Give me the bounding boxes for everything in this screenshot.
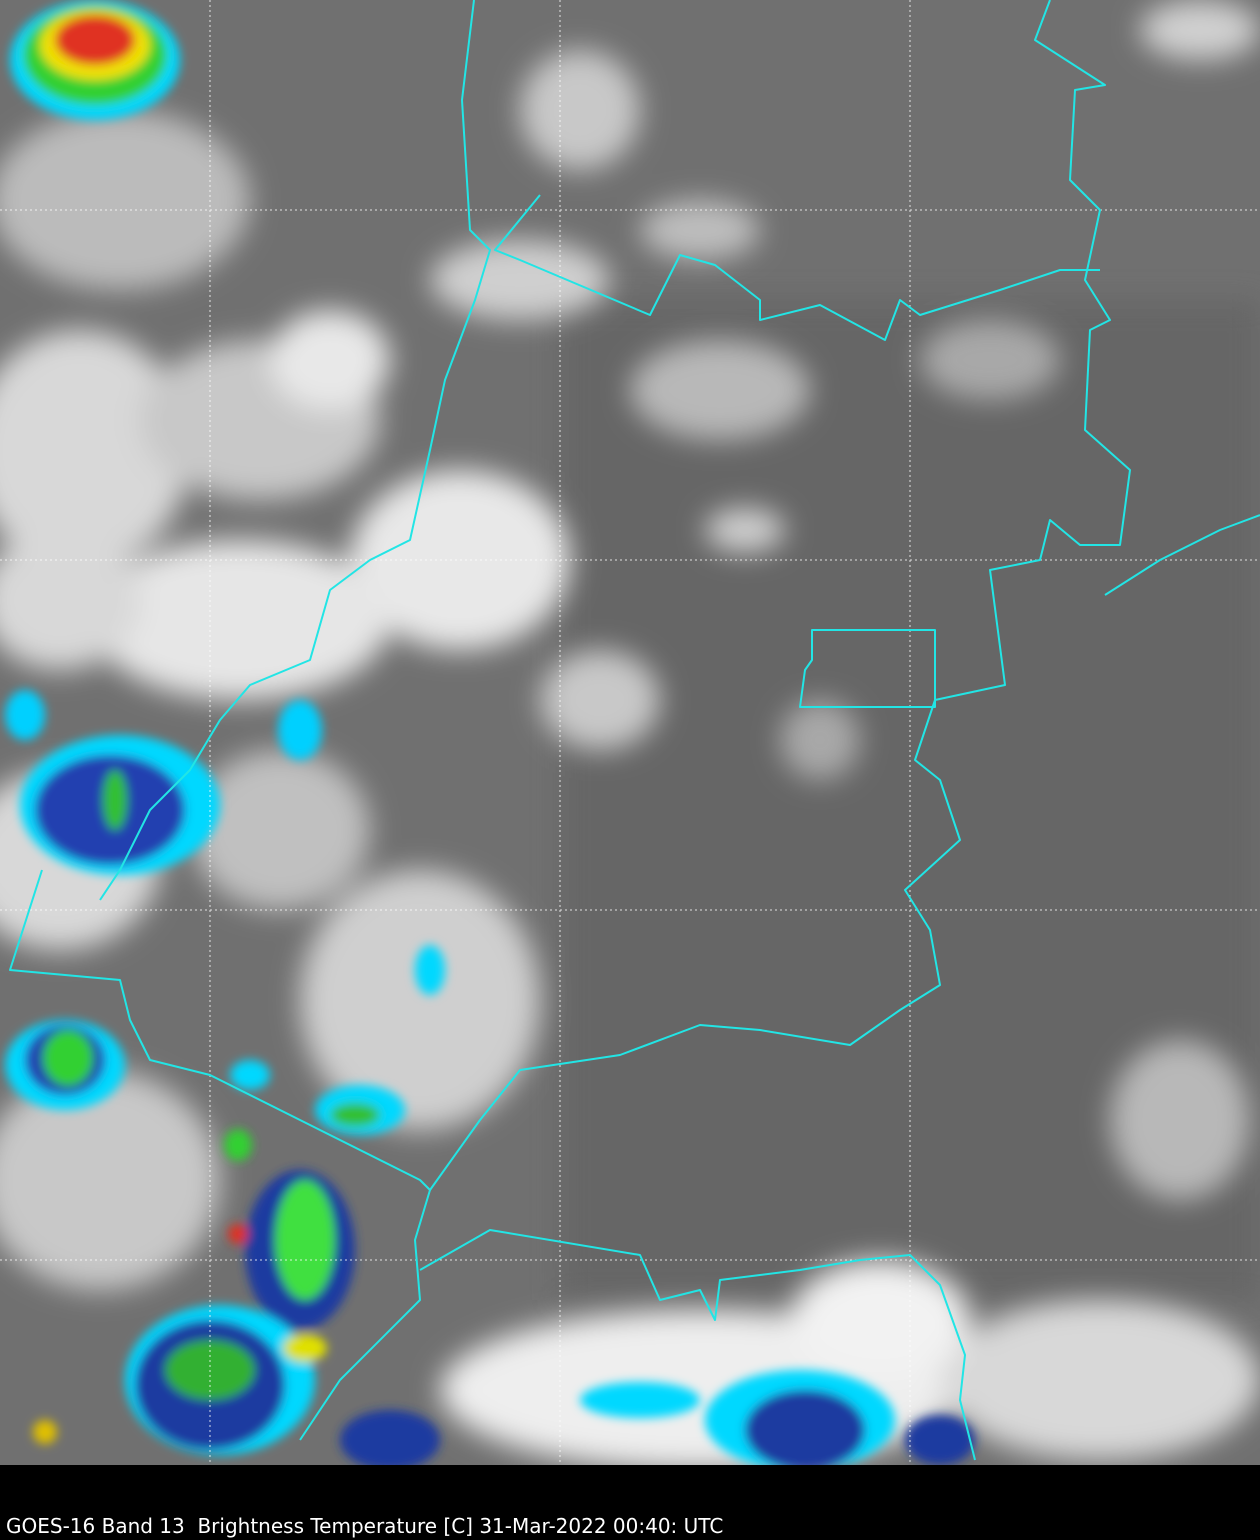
storm-south (33, 1170, 440, 1465)
storm-west-central (5, 690, 322, 875)
boundary-main (99, 0, 491, 901)
boundary-south-loop (9, 0, 1131, 1191)
storm-southwest (5, 945, 445, 1161)
boundary-east (1104, 514, 1260, 596)
satellite-map (0, 0, 1260, 1465)
lat-lon-grid (0, 0, 1260, 1465)
boundary-enclave (799, 629, 936, 708)
cloud-field (0, 0, 1260, 1465)
boundary-southwest (299, 1189, 431, 1441)
boundary-south (419, 1229, 976, 1461)
storm-south-central (580, 1370, 975, 1465)
storm-northwest (10, 0, 180, 120)
boundary-north-east (494, 194, 1100, 341)
political-boundaries (9, 0, 1260, 1461)
image-caption: GOES-16 Band 13 Brightness Temperature [… (6, 1514, 724, 1538)
cold-cloud-tops (5, 0, 975, 1465)
